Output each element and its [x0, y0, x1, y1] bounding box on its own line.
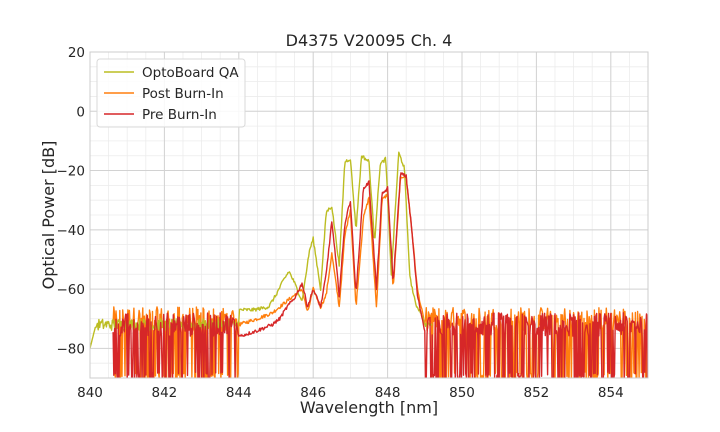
x-tick-label: 842	[152, 385, 178, 401]
chart-title: D4375 V20095 Ch. 4	[286, 31, 453, 50]
x-tick-label: 848	[375, 385, 401, 401]
x-tick-label: 846	[300, 385, 326, 401]
y-tick-label: −20	[57, 164, 86, 180]
x-tick-labels: 840 842 844 846 848 850 852 854	[77, 385, 624, 401]
y-tick-label: −60	[57, 282, 86, 298]
x-tick-label: 844	[226, 385, 252, 401]
plot-frame	[89, 51, 649, 379]
x-tick-label: 852	[524, 385, 550, 401]
series-line-pre-burn-in	[112, 172, 648, 378]
x-tick-label: 840	[77, 385, 103, 401]
series-layer	[90, 151, 648, 378]
legend-label-post-burn-in: Post Burn-In	[142, 86, 224, 102]
legend: OptoBoard QA Post Burn-In Pre Burn-In	[96, 58, 246, 128]
x-axis-title: Wavelength [nm]	[300, 398, 438, 417]
legend-label-pre-burn-in: Pre Burn-In	[142, 107, 217, 123]
y-tick-label: −80	[57, 341, 86, 357]
x-tick-label: 854	[598, 385, 624, 401]
y-tick-label: 0	[76, 104, 85, 120]
y-tick-label: −40	[57, 223, 86, 239]
x-tick-label: 850	[449, 385, 475, 401]
legend-label-optoboard-qa: OptoBoard QA	[142, 65, 239, 81]
y-tick-label: 20	[68, 45, 85, 61]
legend-box	[96, 58, 246, 128]
y-tick-labels: 20 0 −20 −40 −60 −80	[57, 45, 86, 357]
y-axis-title: Optical Power [dB]	[39, 141, 58, 290]
